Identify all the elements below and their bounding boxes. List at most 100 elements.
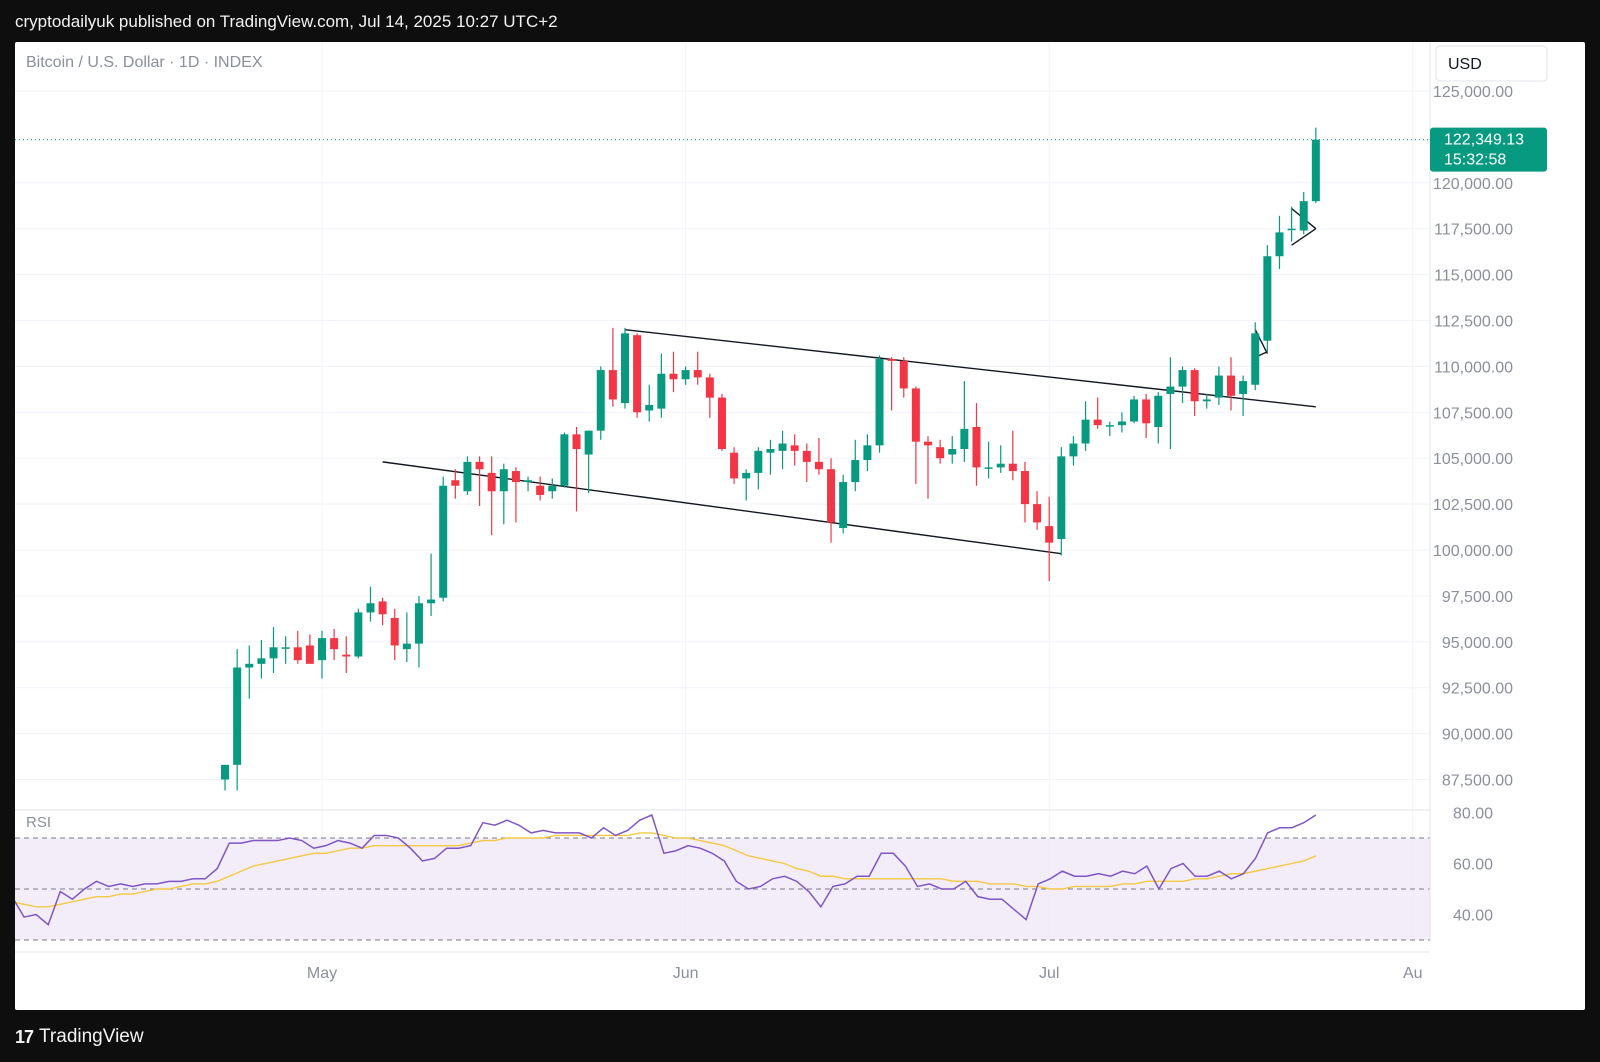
candle[interactable] bbox=[827, 458, 836, 543]
candle[interactable] bbox=[1154, 392, 1163, 444]
trendline-channel-lower[interactable] bbox=[382, 461, 1062, 555]
price-axis[interactable]: 125,000.00 120,000.00 117,500.00 115,000.00… bbox=[1429, 42, 1513, 942]
candle[interactable] bbox=[499, 463, 508, 525]
price-chart[interactable]: 80.00 60.00 40.00 125,000.00 120,000.00 117,… bbox=[15, 42, 1585, 1010]
candle[interactable] bbox=[1263, 245, 1272, 352]
candle[interactable] bbox=[390, 608, 399, 661]
candle[interactable] bbox=[572, 426, 581, 512]
candle[interactable] bbox=[887, 357, 896, 411]
candle[interactable] bbox=[924, 436, 932, 499]
candle[interactable] bbox=[511, 467, 520, 523]
candle[interactable] bbox=[414, 595, 423, 668]
candle[interactable] bbox=[560, 432, 569, 488]
candle[interactable] bbox=[960, 381, 969, 462]
candle[interactable] bbox=[778, 430, 787, 470]
trendlines[interactable] bbox=[382, 207, 1317, 555]
candle[interactable] bbox=[269, 627, 278, 674]
candle[interactable] bbox=[948, 436, 957, 464]
time-axis[interactable]: May Jun Jul Au bbox=[15, 951, 1430, 982]
tradingview-logo[interactable]: 17 TradingView bbox=[15, 1026, 144, 1048]
candle[interactable] bbox=[645, 384, 654, 422]
chart-panel[interactable]: 80.00 60.00 40.00 125,000.00 120,000.00 117,… bbox=[15, 42, 1585, 1010]
candle[interactable] bbox=[875, 355, 884, 453]
candle[interactable] bbox=[899, 357, 908, 398]
candles[interactable] bbox=[221, 127, 1320, 791]
candle[interactable] bbox=[318, 630, 326, 679]
candle[interactable] bbox=[293, 630, 302, 664]
candle[interactable] bbox=[705, 373, 714, 418]
candle[interactable] bbox=[693, 351, 702, 385]
candle[interactable] bbox=[851, 439, 860, 492]
candle[interactable] bbox=[1190, 368, 1199, 416]
candle[interactable] bbox=[754, 447, 763, 490]
candle[interactable] bbox=[633, 333, 642, 418]
candle[interactable] bbox=[221, 764, 230, 791]
candle[interactable] bbox=[1142, 393, 1151, 439]
candle[interactable] bbox=[548, 478, 557, 499]
candle[interactable] bbox=[354, 608, 363, 659]
candle[interactable] bbox=[402, 612, 411, 662]
candle[interactable] bbox=[1299, 191, 1308, 235]
candle[interactable] bbox=[1069, 436, 1078, 466]
candle[interactable] bbox=[1287, 206, 1296, 242]
candle[interactable] bbox=[742, 469, 751, 501]
candle[interactable] bbox=[584, 430, 593, 494]
candle[interactable] bbox=[366, 586, 375, 622]
candle[interactable] bbox=[439, 476, 448, 602]
candle[interactable] bbox=[378, 597, 387, 626]
candle[interactable] bbox=[1081, 401, 1090, 451]
candle[interactable] bbox=[1045, 496, 1054, 582]
candle[interactable] bbox=[233, 649, 242, 791]
candle[interactable] bbox=[669, 351, 678, 393]
candle[interactable] bbox=[330, 628, 339, 661]
candle[interactable] bbox=[996, 445, 1005, 473]
candle[interactable] bbox=[596, 366, 605, 440]
candle[interactable] bbox=[1057, 447, 1066, 556]
candle[interactable] bbox=[730, 447, 739, 484]
candle[interactable] bbox=[766, 439, 775, 475]
candle[interactable] bbox=[1166, 357, 1175, 450]
candle[interactable] bbox=[839, 474, 848, 534]
candle[interactable] bbox=[790, 434, 799, 466]
candle[interactable] bbox=[1033, 491, 1042, 530]
candle[interactable] bbox=[451, 469, 460, 499]
candle[interactable] bbox=[1130, 395, 1139, 424]
candle[interactable] bbox=[257, 639, 266, 679]
candle[interactable] bbox=[657, 353, 666, 418]
candle[interactable] bbox=[427, 553, 436, 617]
candle[interactable] bbox=[281, 636, 290, 664]
candle[interactable] bbox=[984, 441, 993, 479]
candle[interactable] bbox=[475, 456, 484, 506]
candle[interactable] bbox=[1311, 127, 1320, 203]
candle[interactable] bbox=[1020, 461, 1029, 523]
candle[interactable] bbox=[863, 434, 872, 472]
candle[interactable] bbox=[1008, 430, 1017, 481]
candle[interactable] bbox=[1093, 397, 1102, 429]
currency-button[interactable]: USD bbox=[1435, 45, 1548, 82]
candle[interactable] bbox=[936, 439, 945, 464]
rsi-pane[interactable]: 80.00 60.00 40.00 bbox=[15, 806, 1493, 941]
candle[interactable] bbox=[463, 456, 472, 495]
candle[interactable] bbox=[524, 476, 533, 492]
trendline-pennant-lower[interactable] bbox=[1291, 228, 1317, 246]
candle[interactable] bbox=[1227, 357, 1235, 411]
candle[interactable] bbox=[1178, 366, 1187, 404]
candle[interactable] bbox=[245, 645, 254, 699]
candle[interactable] bbox=[621, 327, 629, 409]
candle[interactable] bbox=[1117, 412, 1126, 433]
candle[interactable] bbox=[717, 393, 726, 451]
candle[interactable] bbox=[972, 403, 981, 486]
candle[interactable] bbox=[1214, 366, 1223, 405]
trendline-channel-upper[interactable] bbox=[624, 328, 1316, 408]
candle[interactable] bbox=[342, 636, 351, 674]
candle[interactable] bbox=[1275, 215, 1284, 270]
candle[interactable] bbox=[814, 438, 823, 475]
candle[interactable] bbox=[536, 476, 545, 501]
candle[interactable] bbox=[911, 386, 920, 484]
candle[interactable] bbox=[305, 634, 314, 664]
candle[interactable] bbox=[1202, 393, 1211, 409]
candle[interactable] bbox=[681, 366, 690, 385]
candle[interactable] bbox=[487, 456, 496, 536]
candle[interactable] bbox=[1251, 322, 1260, 391]
candle[interactable] bbox=[802, 443, 811, 483]
